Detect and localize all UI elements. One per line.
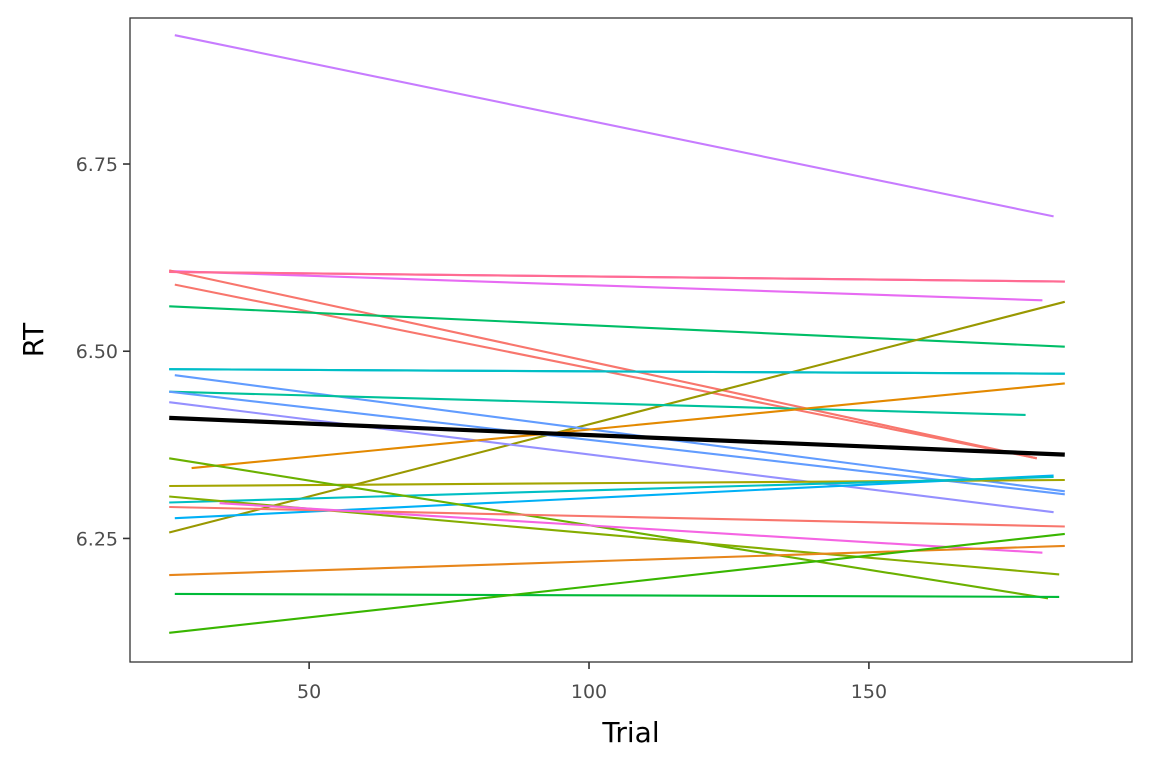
plot-background	[130, 18, 1132, 662]
x-tick-label: 50	[297, 681, 321, 703]
series-line-13	[169, 390, 1065, 496]
series-line-25	[169, 532, 1065, 634]
series-line-15	[191, 382, 1065, 470]
series-line-14	[169, 401, 1054, 514]
series-line-21	[169, 505, 1065, 528]
series-line-1	[174, 34, 1054, 218]
series-line-18	[169, 475, 1054, 504]
y-tick-label: 6.50	[76, 341, 118, 363]
series-line-3	[168, 269, 1038, 460]
series-line-8	[168, 300, 1066, 534]
series-line-2	[169, 270, 1043, 302]
series-line-19	[169, 457, 1049, 600]
y-axis-title: RT	[17, 322, 50, 357]
series-line-24	[174, 592, 1060, 598]
x-axis-title: Trial	[601, 716, 659, 749]
series-line-5	[169, 270, 1065, 283]
series-line-10	[169, 368, 1065, 375]
y-tick-label: 6.25	[76, 528, 118, 550]
x-tick-label: 150	[851, 681, 887, 703]
y-tick-label: 6.75	[76, 154, 118, 176]
series-layer	[168, 34, 1066, 634]
plot-panel-border	[129, 17, 1133, 663]
overall-fit-line	[169, 415, 1065, 457]
x-tick-label: 100	[571, 681, 607, 703]
y-axis: 6.25 6.50 6.75	[76, 154, 130, 550]
series-line-22	[219, 502, 1043, 554]
series-line-11	[174, 374, 1065, 493]
x-axis: 50 100 150	[297, 662, 887, 703]
series-line-12	[169, 390, 1026, 416]
